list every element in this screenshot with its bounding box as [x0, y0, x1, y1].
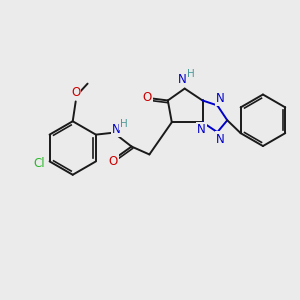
Text: O: O — [71, 86, 80, 99]
Text: H: H — [187, 69, 194, 79]
Text: N: N — [197, 123, 206, 136]
Text: O: O — [108, 155, 117, 168]
Text: N: N — [112, 123, 121, 136]
Text: N: N — [216, 92, 225, 105]
Text: N: N — [178, 73, 187, 86]
Text: O: O — [142, 91, 152, 104]
Text: Cl: Cl — [34, 157, 46, 170]
Text: H: H — [120, 119, 128, 129]
Text: N: N — [216, 133, 225, 146]
